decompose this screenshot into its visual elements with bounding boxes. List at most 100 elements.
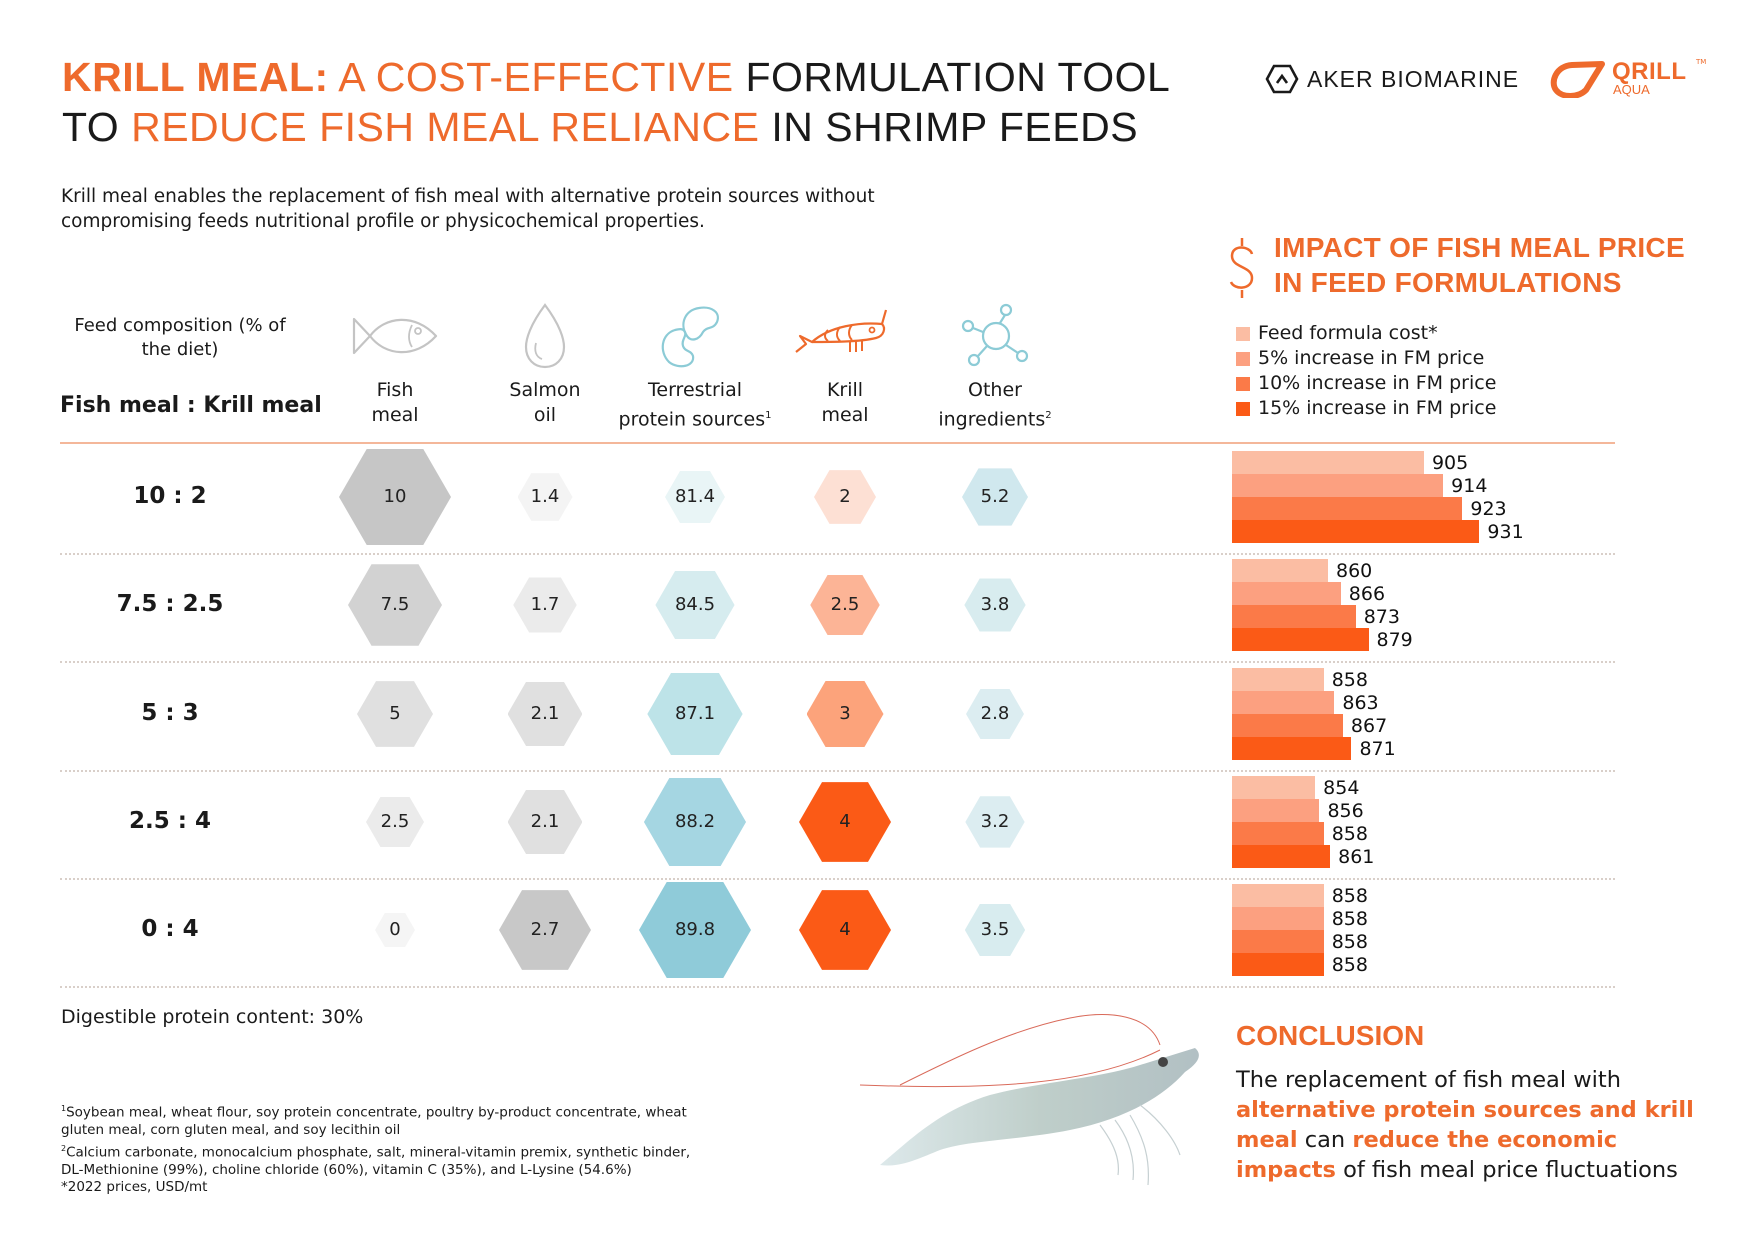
cost-bar xyxy=(1232,667,1324,691)
aker-biomarine-logo: AKER BIOMARINE xyxy=(1265,64,1519,94)
legend-label: 10% increase in FM price xyxy=(1258,372,1497,394)
cost-bar xyxy=(1232,737,1352,761)
hex-value-krill-meal: 4 xyxy=(799,890,891,970)
qrill-logo-text: QRILL xyxy=(1612,58,1687,85)
conclusion-text: The replacement of fish meal with xyxy=(1236,1067,1621,1093)
feed-composition-label: Feed composition (% of the diet) xyxy=(74,315,286,360)
title-segment: FORMULATION TOOL xyxy=(733,54,1171,100)
hex-value-krill-meal: 2 xyxy=(814,470,876,524)
legend-swatch xyxy=(1236,401,1250,416)
row-separator xyxy=(60,986,1615,988)
footnote-1-text: Soybean meal, wheat flour, soy protein c… xyxy=(61,1104,687,1139)
cost-bar-label: 923 xyxy=(1470,498,1507,520)
hex-value-fish-meal: 0 xyxy=(375,912,415,948)
cost-bar xyxy=(1232,581,1341,605)
column-label: Salmon oil xyxy=(509,379,581,426)
footnote-2-marker: 2 xyxy=(61,1143,67,1153)
hex-value-terrestrial: 87.1 xyxy=(647,672,743,756)
hex-value-terrestrial: 89.8 xyxy=(639,881,751,979)
cost-bar xyxy=(1232,953,1324,977)
cost-bar-label: 858 xyxy=(1331,823,1368,845)
aker-hexagon-icon xyxy=(1265,64,1299,94)
column-label: Terrestrial protein sources1 xyxy=(618,379,772,431)
cost-bar-label: 873 xyxy=(1363,606,1400,628)
footnote-2: 2Calcium carbonate, monocalcium phosphat… xyxy=(61,1140,701,1180)
beans-icon xyxy=(595,300,795,372)
qrill-trademark: TM xyxy=(1696,58,1707,66)
hex-value-salmon-oil: 1.4 xyxy=(517,473,573,521)
hex-value-terrestrial: 88.2 xyxy=(643,777,747,867)
impact-title-line-2: IN FEED FORMULATIONS xyxy=(1274,267,1622,298)
hex-value-salmon-oil: 2.7 xyxy=(499,890,591,970)
hex-value-fish-meal: 10 xyxy=(339,448,451,546)
hex-value-other: 5.2 xyxy=(962,468,1028,526)
cost-bar-label: 858 xyxy=(1331,931,1368,953)
cost-bar xyxy=(1232,558,1328,582)
cost-bar-label: 863 xyxy=(1342,691,1379,714)
page-title: KRILL MEAL: A COST-EFFECTIVE FORMULATION… xyxy=(62,52,1170,152)
molecule-icon xyxy=(895,300,1095,372)
cost-bar xyxy=(1232,798,1320,822)
qrill-aqua-logo: QRILL TM AQUA xyxy=(1550,58,1720,102)
legend-label: 15% increase in FM price xyxy=(1258,397,1497,419)
hex-value-other: 2.8 xyxy=(966,688,1024,740)
row-separator xyxy=(60,661,1615,663)
title-segment: A COST-EFFECTIVE xyxy=(328,54,734,100)
cost-bar xyxy=(1232,605,1356,628)
legend-swatch xyxy=(1236,376,1250,391)
cost-bar xyxy=(1232,497,1463,520)
column-label: Krill meal xyxy=(821,379,869,426)
cost-bar xyxy=(1232,714,1343,737)
title-segment: REDUCE FISH MEAL RELIANCE xyxy=(131,104,760,150)
cost-bar-label: 854 xyxy=(1323,776,1360,799)
hex-value-fish-meal: 2.5 xyxy=(366,796,424,848)
ratio-label: 10 : 2 xyxy=(133,483,207,509)
hex-value-fish-meal: 7.5 xyxy=(348,564,442,646)
hex-value-terrestrial: 81.4 xyxy=(665,471,725,523)
title-segment: TO xyxy=(62,104,132,150)
cost-bar-label: 856 xyxy=(1327,799,1364,822)
cost-bar-label: 858 xyxy=(1331,954,1368,977)
cost-bar-label: 861 xyxy=(1338,846,1375,869)
cost-bar xyxy=(1232,822,1324,845)
column-label: Other ingredients2 xyxy=(938,379,1052,431)
hex-value-other: 3.8 xyxy=(964,578,1026,632)
hex-value-fish-meal: 5 xyxy=(357,681,433,747)
column-header-fish-meal: Fish meal xyxy=(295,300,495,428)
cost-bar-label: 858 xyxy=(1331,668,1368,691)
cost-bar-label: 867 xyxy=(1350,715,1388,737)
cost-bar-label: 905 xyxy=(1431,451,1469,474)
hex-value-krill-meal: 2.5 xyxy=(810,574,880,636)
dollar-icon xyxy=(1229,238,1254,298)
legend-item: 10% increase in FM price xyxy=(1236,371,1496,396)
legend-item: 15% increase in FM price xyxy=(1236,396,1496,421)
footnotes: 1Soybean meal, wheat flour, soy protein … xyxy=(61,1100,701,1197)
footnote-1-marker: 1 xyxy=(61,1104,67,1113)
shrimp-image xyxy=(859,1014,1199,1186)
impact-title: IMPACT OF FISH MEAL PRICE IN FEED FORMUL… xyxy=(1274,230,1685,300)
cost-bar-label: 860 xyxy=(1335,559,1373,582)
title-line-2: TO REDUCE FISH MEAL RELIANCE IN SHRIMP F… xyxy=(62,102,1170,152)
ratio-label: 7.5 : 2.5 xyxy=(116,591,224,617)
cost-bar xyxy=(1232,906,1324,930)
column-header-krill-meal: Krill meal xyxy=(745,300,945,428)
footnote-1: 1Soybean meal, wheat flour, soy protein … xyxy=(61,1100,701,1140)
footnote-3: *2022 prices, USD/mt xyxy=(61,1179,208,1196)
conclusion-text: of fish meal price fluctuations xyxy=(1335,1157,1678,1183)
column-header-salmon-oil: Salmon oil xyxy=(445,300,645,428)
cost-bar-label: 914 xyxy=(1451,474,1488,497)
hex-value-other: 3.2 xyxy=(965,796,1025,848)
conclusion-highlight: alternative protein sources and krill me… xyxy=(1236,1097,1694,1153)
hex-value-other: 3.5 xyxy=(964,903,1026,957)
cost-bar xyxy=(1232,845,1331,869)
title-segment: KRILL MEAL: xyxy=(62,54,329,100)
legend-item: Feed formula cost* xyxy=(1236,321,1496,346)
cost-bar-label: 866 xyxy=(1348,582,1386,605)
ratio-label: 2.5 : 4 xyxy=(129,808,211,834)
row-separator xyxy=(60,770,1615,772)
title-segment: IN SHRIMP FEEDS xyxy=(759,104,1139,150)
cost-bar-label: 931 xyxy=(1487,521,1524,544)
column-header-other: Other ingredients2 xyxy=(895,300,1095,432)
hex-value-salmon-oil: 2.1 xyxy=(507,789,583,855)
ratio-label: 0 : 4 xyxy=(141,916,199,942)
